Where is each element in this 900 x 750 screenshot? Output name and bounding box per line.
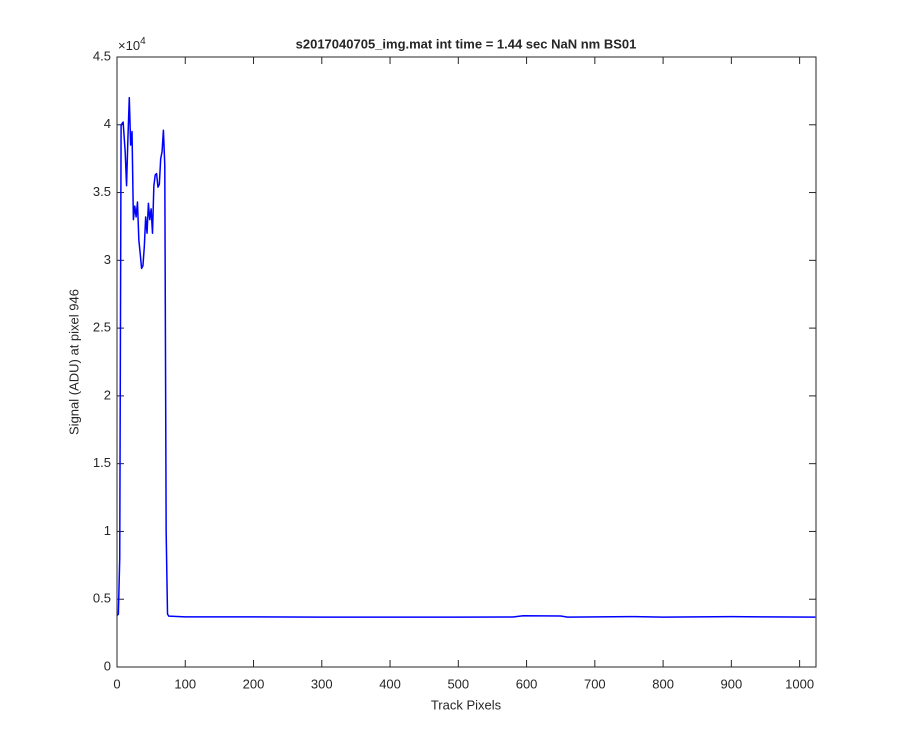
y-tick-label: 3	[104, 252, 111, 267]
y-exponent: ×104	[118, 36, 146, 54]
y-tick-label: 4	[104, 116, 111, 131]
x-tick-label: 800	[652, 676, 674, 691]
y-tick-label: 3.5	[93, 184, 111, 199]
y-tick-label: 2	[104, 387, 111, 402]
x-tick-label: 1000	[785, 676, 814, 691]
y-axis-label: Signal (ADU) at pixel 946	[66, 289, 81, 435]
x-axis-label: Track Pixels	[431, 697, 502, 712]
y-tick-label: 0.5	[93, 591, 111, 606]
y-tick-label: 0	[104, 658, 111, 673]
x-tick-label: 400	[379, 676, 401, 691]
x-tick-label: 500	[447, 676, 469, 691]
y-tick-label: 2.5	[93, 320, 111, 335]
y-tick-label: 1	[104, 523, 111, 538]
axes-box	[116, 56, 817, 668]
x-tick-label: 900	[721, 676, 743, 691]
chart-title: s2017040705_img.mat int time = 1.44 sec …	[296, 36, 637, 51]
y-exponent-power: 4	[140, 36, 146, 47]
x-tick-label: 300	[311, 676, 333, 691]
y-tick-label: 4.5	[93, 48, 111, 63]
x-tick-label: 100	[174, 676, 196, 691]
x-tick-label: 200	[243, 676, 265, 691]
x-tick-label: 600	[516, 676, 538, 691]
data-line	[116, 96, 816, 618]
x-tick-label: 0	[113, 676, 120, 691]
y-tick-label: 1.5	[93, 455, 111, 470]
y-exponent-base: ×10	[118, 38, 140, 53]
x-tick-label: 700	[584, 676, 606, 691]
